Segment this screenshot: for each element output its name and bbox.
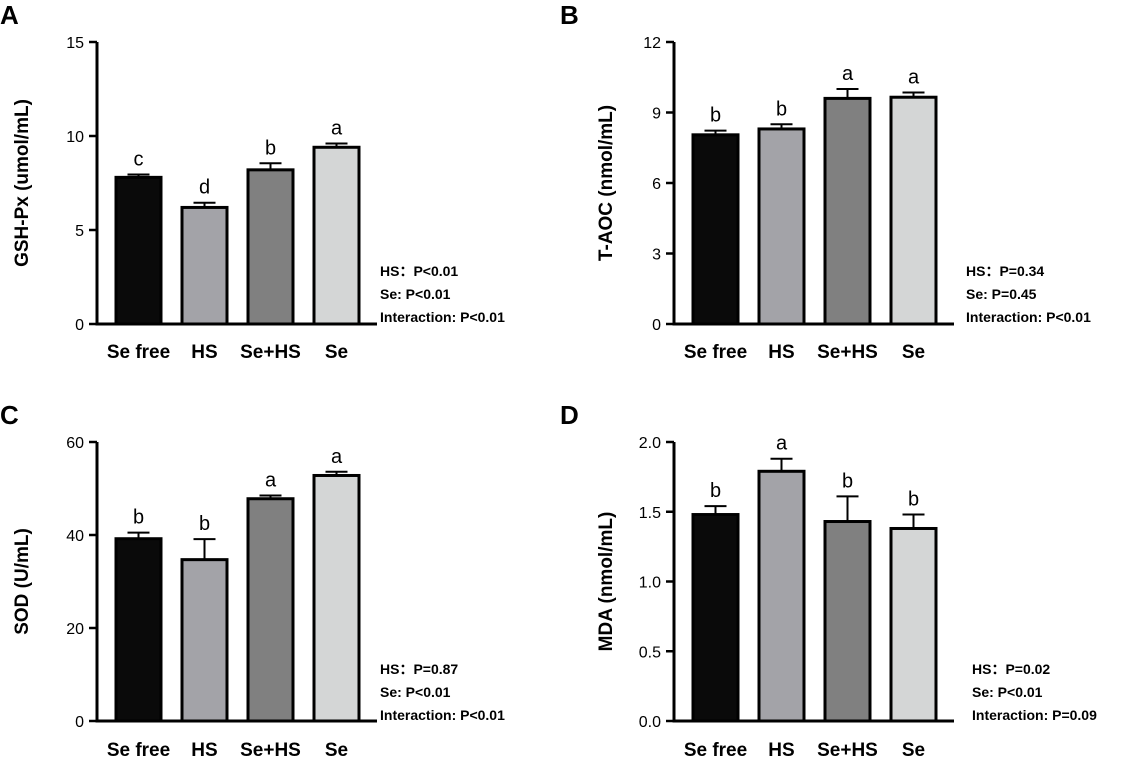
significance-letter: b [710, 480, 721, 502]
y-tick-label: 0 [75, 714, 84, 731]
bar-hs [180, 558, 229, 723]
category-label: Se [902, 342, 925, 363]
bar-se-hs [246, 497, 295, 723]
y-tick-label: 0 [75, 317, 84, 334]
panel-label: D [560, 400, 579, 430]
y-tick-label: 60 [66, 435, 84, 452]
significance-letter: a [776, 433, 788, 455]
bar-se-free [691, 133, 740, 326]
y-tick-label: 15 [66, 35, 84, 52]
bar-se-free [691, 513, 740, 723]
significance-letter: d [199, 177, 210, 199]
stats-line: Interaction: P<0.01 [380, 707, 505, 723]
significance-letter: b [133, 507, 144, 529]
bar-se [889, 95, 938, 326]
stats-line: Interaction: P=0.09 [972, 707, 1097, 723]
stats-line: Interaction: P<0.01 [380, 309, 505, 325]
y-tick-label: 9 [652, 106, 661, 123]
category-label: HS [768, 342, 794, 363]
y-tick-label: 2.0 [639, 435, 661, 452]
bar-se [312, 145, 361, 326]
y-tick-label: 0 [652, 317, 661, 334]
significance-letter: a [842, 63, 854, 85]
y-tick-label: 20 [66, 621, 84, 638]
stats-line: HS：P=0.02 [972, 661, 1050, 677]
y-tick-label: 12 [643, 35, 661, 52]
category-label: Se free [684, 342, 747, 363]
category-label: Se free [107, 740, 170, 759]
y-axis-label: T-AOC (nmol/mL) [596, 105, 617, 261]
stats-line: HS：P=0.34 [966, 263, 1044, 279]
bar-se-free [114, 537, 163, 723]
y-axis-label: SOD (U/mL) [12, 528, 33, 635]
bar-se-hs [246, 168, 295, 326]
bar-hs [757, 127, 806, 326]
panel-label: A [0, 0, 19, 30]
bar-se-hs [823, 96, 872, 326]
stats-line: Interaction: P<0.01 [966, 309, 1091, 325]
y-tick-label: 6 [652, 176, 661, 193]
stats-line: Se: P<0.01 [380, 684, 451, 700]
significance-letter: b [908, 489, 919, 511]
chart-panel-b: B 0 3 6 9 12 T-AOC (nmol/mL) b Se free b HS a Se+HS a… [560, 0, 1091, 363]
significance-letter: a [331, 118, 343, 140]
y-tick-label: 40 [66, 528, 84, 545]
category-label: Se free [107, 342, 170, 363]
category-label: Se [325, 740, 348, 759]
stats-line: Se: P<0.01 [380, 286, 451, 302]
stats-line: HS：P<0.01 [380, 263, 458, 279]
y-tick-label: 5 [75, 223, 84, 240]
bar-hs [757, 469, 806, 723]
category-label: Se+HS [817, 740, 878, 759]
category-label: HS [768, 740, 794, 759]
significance-letter: b [265, 137, 276, 159]
panel-label: B [560, 0, 579, 30]
significance-letter: a [331, 446, 343, 468]
category-label: Se+HS [240, 342, 301, 363]
significance-letter: b [776, 98, 787, 120]
bar-se-hs [823, 520, 872, 723]
bar-se-free [114, 175, 163, 326]
y-axis-label: GSH-Px (umol/mL) [12, 99, 33, 267]
category-label: HS [191, 740, 217, 759]
y-axis-label: MDA (nmol/mL) [596, 512, 617, 652]
category-label: HS [191, 342, 217, 363]
stats-line: HS：P=0.87 [380, 661, 458, 677]
significance-letter: a [908, 67, 920, 89]
y-tick-label: 3 [652, 247, 661, 264]
category-label: Se+HS [817, 342, 878, 363]
significance-letter: b [199, 513, 210, 535]
chart-panel-a: A 0 5 10 15 GSH-Px (umol/mL) c Se free d HS b Se+HS… [0, 0, 505, 363]
chart-panel-d: D 0.0 0.5 1.0 1.5 2.0 MDA (nmol/mL) b Se free a HS… [560, 400, 1097, 759]
y-tick-label: 10 [66, 129, 84, 146]
bar-se [312, 473, 361, 723]
stats-line: Se: P<0.01 [972, 684, 1043, 700]
category-label: Se [902, 740, 925, 759]
chart-panel-c: C 0 20 40 60 SOD (U/mL) b Se free b HS a Se+HS a Se HS… [0, 400, 505, 759]
y-tick-label: 1.0 [639, 575, 661, 592]
category-label: Se+HS [240, 740, 301, 759]
category-label: Se free [684, 740, 747, 759]
stats-line: Se: P=0.45 [966, 286, 1037, 302]
significance-letter: b [842, 470, 853, 492]
panel-label: C [0, 400, 19, 430]
bar-se [889, 526, 938, 723]
bar-hs [180, 205, 229, 326]
category-label: Se [325, 342, 348, 363]
significance-letter: a [265, 469, 277, 491]
y-tick-label: 0.5 [639, 644, 661, 661]
y-tick-label: 0.0 [639, 714, 661, 731]
significance-letter: c [134, 149, 144, 171]
significance-letter: b [710, 105, 721, 127]
y-tick-label: 1.5 [639, 505, 661, 522]
